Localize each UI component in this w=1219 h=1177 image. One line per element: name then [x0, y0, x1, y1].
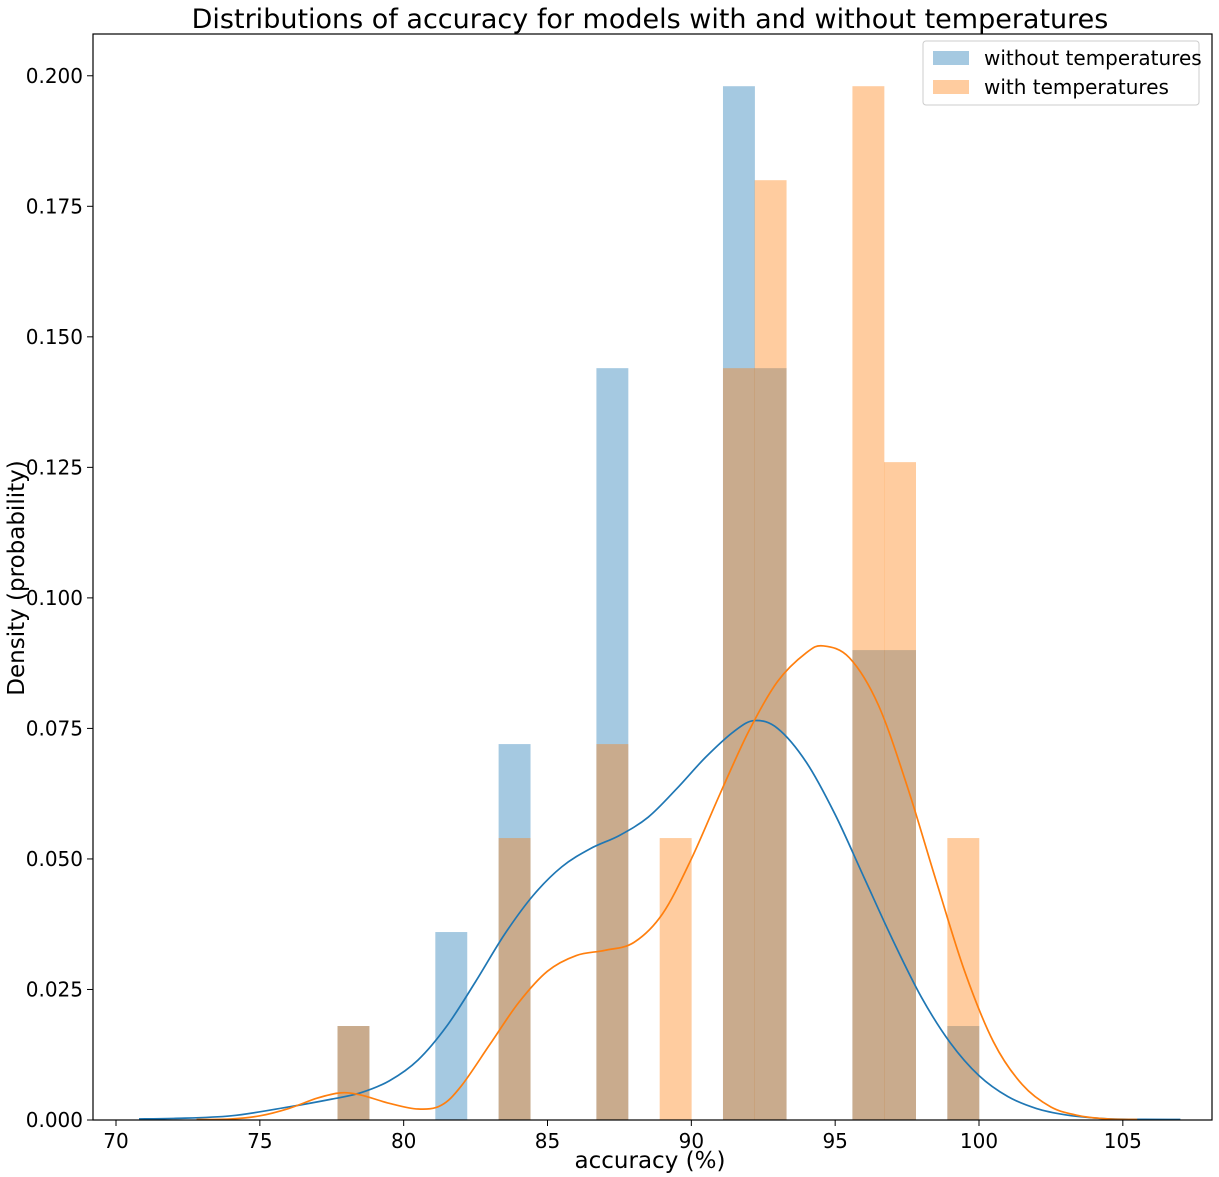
legend-swatch — [933, 80, 969, 94]
bar-without-temperatures-8 — [947, 1026, 980, 1120]
bar-without-temperatures-7 — [884, 650, 916, 1120]
bar-with-temperatures-1 — [498, 838, 531, 1120]
x-tick-label: 70 — [103, 1129, 128, 1153]
bar-with-temperatures-6 — [852, 86, 885, 1120]
x-tick-label: 90 — [679, 1129, 704, 1153]
y-tick-label: 0.125 — [26, 455, 83, 479]
legend: without temperatures with temperatures — [922, 40, 1202, 106]
y-tick-label: 0.200 — [26, 64, 83, 88]
bar-without-temperatures-2 — [498, 744, 531, 1120]
y-tick-label: 0.100 — [26, 586, 83, 610]
y-tick-label: 0.000 — [26, 1108, 83, 1132]
legend-label: without temperatures — [984, 46, 1202, 70]
y-tick-label: 0.025 — [26, 977, 83, 1001]
x-axis-title: accuracy (%) — [575, 1148, 726, 1174]
plot-frame — [92, 33, 1213, 1121]
y-axis-title: Density (probability) — [4, 460, 30, 695]
kde-line-with-temperatures — [196, 644, 1138, 1121]
y-tick-label: 0.175 — [26, 194, 83, 218]
y-tick-label: 0.050 — [26, 847, 83, 871]
legend-box — [922, 40, 1200, 106]
x-tick-label: 95 — [822, 1129, 847, 1153]
x-tick-label: 75 — [247, 1129, 272, 1153]
bar-without-temperatures-5 — [754, 368, 787, 1121]
axes: 70 75 80 85 90 95 100 105 0.000 0.025 0.050 0.075 0.… — [26, 33, 1213, 1153]
bar-with-temperatures-0 — [337, 1026, 370, 1120]
bar-without-temperatures-3 — [596, 368, 629, 1121]
x-tick-label: 85 — [535, 1129, 560, 1153]
bar-without-temperatures-4 — [722, 86, 755, 1120]
legend-swatch — [933, 51, 969, 65]
bar-without-temperatures-1 — [435, 932, 468, 1120]
y-tick-label: 0.075 — [26, 716, 83, 740]
bar-without-temperatures-0 — [337, 1026, 370, 1120]
x-tick-label: 80 — [391, 1129, 416, 1153]
y-tick-label: 0.150 — [26, 325, 83, 349]
bar-with-temperatures-4 — [722, 368, 755, 1121]
bar-with-temperatures-7 — [884, 462, 916, 1120]
bar-with-temperatures-5 — [754, 180, 787, 1120]
kde-line-without-temperatures — [139, 719, 1181, 1121]
bar-with-temperatures-8 — [947, 838, 980, 1120]
bar-with-temperatures-3 — [659, 838, 692, 1120]
x-tick-label: 105 — [1104, 1129, 1142, 1153]
plot-area — [139, 86, 1181, 1121]
legend-label: with temperatures — [984, 75, 1169, 99]
x-tick-label: 100 — [960, 1129, 998, 1153]
bar-with-temperatures-2 — [596, 744, 629, 1120]
chart-title: Distributions of accuracy for models wit… — [192, 4, 1109, 35]
